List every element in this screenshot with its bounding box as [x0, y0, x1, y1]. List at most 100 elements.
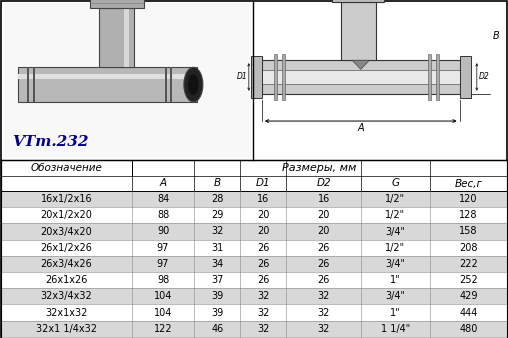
- Text: 37: 37: [211, 275, 224, 285]
- Text: 252: 252: [459, 275, 478, 285]
- Text: 26: 26: [318, 259, 330, 269]
- Text: 1": 1": [390, 275, 401, 285]
- Bar: [1, 288, 507, 305]
- Text: 98: 98: [157, 275, 169, 285]
- Text: 31: 31: [211, 243, 224, 253]
- Text: 222: 222: [459, 259, 478, 269]
- Text: 32: 32: [318, 291, 330, 301]
- Text: B: B: [214, 178, 221, 189]
- Bar: [1, 272, 507, 288]
- Text: 34: 34: [211, 259, 224, 269]
- Text: 84: 84: [157, 194, 169, 204]
- Text: 39: 39: [211, 291, 224, 301]
- Text: D1: D1: [237, 72, 248, 81]
- Text: 20x3/4x20: 20x3/4x20: [41, 226, 92, 237]
- Text: 1/2": 1/2": [386, 210, 405, 220]
- Text: 208: 208: [459, 243, 478, 253]
- Bar: [460, 56, 470, 98]
- Text: 20: 20: [318, 226, 330, 237]
- Text: 20: 20: [257, 210, 270, 220]
- Text: 120: 120: [459, 194, 478, 204]
- Text: 1/2": 1/2": [386, 243, 405, 253]
- Text: 26x1x26: 26x1x26: [45, 275, 87, 285]
- Text: 46: 46: [211, 324, 224, 334]
- Text: 32x1 1/4x32: 32x1 1/4x32: [36, 324, 97, 334]
- Bar: [1, 160, 507, 176]
- Text: 32: 32: [211, 226, 224, 237]
- Text: 1 1/4": 1 1/4": [381, 324, 410, 334]
- Text: 3/4": 3/4": [386, 259, 405, 269]
- Text: VTm.232: VTm.232: [12, 135, 88, 149]
- Bar: [262, 60, 460, 94]
- Bar: [123, 8, 129, 67]
- Bar: [18, 67, 197, 102]
- Text: 16: 16: [318, 194, 330, 204]
- Bar: [436, 54, 439, 100]
- Text: A: A: [358, 123, 364, 133]
- Bar: [341, 2, 375, 60]
- Bar: [1, 191, 507, 207]
- Text: 28: 28: [211, 194, 224, 204]
- Bar: [1, 207, 507, 223]
- Text: A: A: [160, 178, 167, 189]
- Text: 16x1/2x16: 16x1/2x16: [41, 194, 92, 204]
- Text: 32x1x32: 32x1x32: [45, 308, 87, 317]
- Text: Обозначение: Обозначение: [30, 163, 103, 173]
- Bar: [332, 0, 384, 2]
- Bar: [282, 54, 284, 100]
- Text: 26: 26: [318, 275, 330, 285]
- Bar: [1, 321, 507, 337]
- Text: Вес,г: Вес,г: [454, 178, 483, 189]
- Text: 32: 32: [257, 308, 270, 317]
- Text: 26: 26: [257, 259, 270, 269]
- Text: 3/4": 3/4": [386, 226, 405, 237]
- Text: 88: 88: [157, 210, 169, 220]
- Text: D2: D2: [479, 72, 489, 81]
- Text: Размеры, мм: Размеры, мм: [282, 163, 357, 173]
- Text: 90: 90: [157, 226, 169, 237]
- Bar: [1, 337, 507, 338]
- Ellipse shape: [184, 67, 203, 102]
- Text: 20x1/2x20: 20x1/2x20: [41, 210, 92, 220]
- Bar: [1, 256, 507, 272]
- Text: 1/2": 1/2": [386, 194, 405, 204]
- Text: 480: 480: [459, 324, 478, 334]
- Text: 128: 128: [459, 210, 478, 220]
- Bar: [1, 305, 507, 321]
- Bar: [251, 56, 262, 98]
- Text: 104: 104: [154, 308, 172, 317]
- Text: 122: 122: [154, 324, 172, 334]
- Text: 1": 1": [390, 308, 401, 317]
- Text: 429: 429: [459, 291, 478, 301]
- Text: 158: 158: [459, 226, 478, 237]
- Text: 26x3/4x26: 26x3/4x26: [41, 259, 92, 269]
- Text: 29: 29: [211, 210, 224, 220]
- Text: 39: 39: [211, 308, 224, 317]
- Text: 26: 26: [318, 243, 330, 253]
- Text: D1: D1: [256, 178, 271, 189]
- Text: 444: 444: [459, 308, 478, 317]
- Bar: [1, 223, 507, 240]
- Bar: [33, 67, 35, 102]
- Bar: [27, 67, 29, 102]
- Text: 32: 32: [318, 308, 330, 317]
- Text: G: G: [392, 178, 399, 189]
- Text: 97: 97: [157, 259, 169, 269]
- Bar: [99, 8, 134, 67]
- Bar: [262, 70, 460, 84]
- Text: 3/4": 3/4": [386, 291, 405, 301]
- Bar: [18, 74, 197, 79]
- Text: 32: 32: [257, 291, 270, 301]
- Bar: [170, 67, 172, 102]
- Text: 26: 26: [257, 243, 270, 253]
- Text: 16: 16: [257, 194, 269, 204]
- Bar: [165, 67, 167, 102]
- Text: 32: 32: [257, 324, 270, 334]
- Text: 97: 97: [157, 243, 169, 253]
- Text: 20: 20: [318, 210, 330, 220]
- Bar: [1, 240, 507, 256]
- Polygon shape: [352, 60, 369, 69]
- Text: 32: 32: [318, 324, 330, 334]
- Text: 32x3/4x32: 32x3/4x32: [41, 291, 92, 301]
- Text: 104: 104: [154, 291, 172, 301]
